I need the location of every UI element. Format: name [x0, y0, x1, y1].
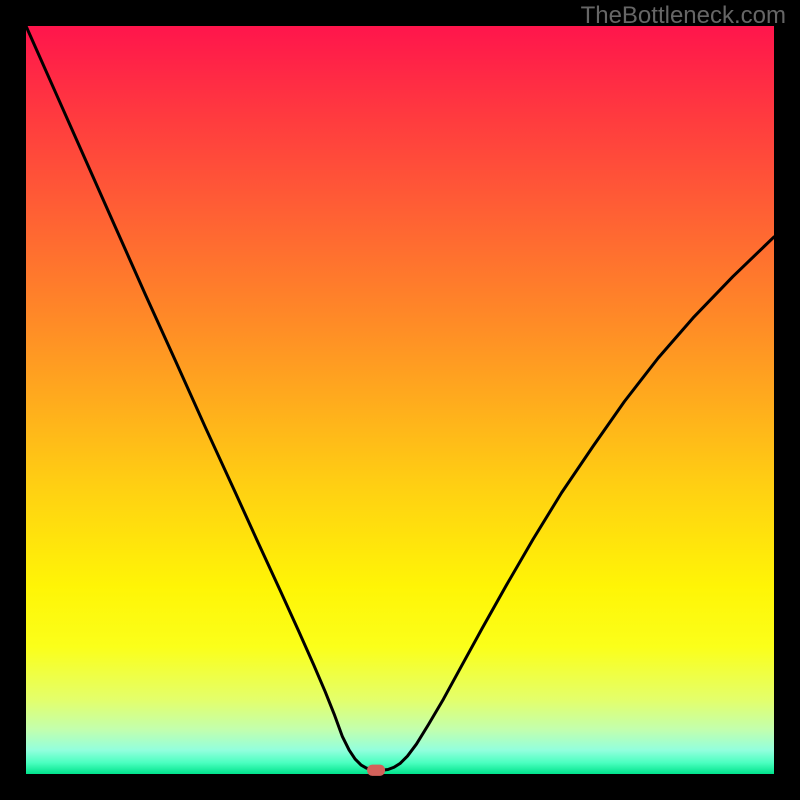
- watermark-text: TheBottleneck.com: [581, 2, 786, 30]
- bottleneck-chart: [0, 0, 800, 800]
- optimal-point-marker: [367, 765, 385, 776]
- chart-background: [26, 26, 774, 774]
